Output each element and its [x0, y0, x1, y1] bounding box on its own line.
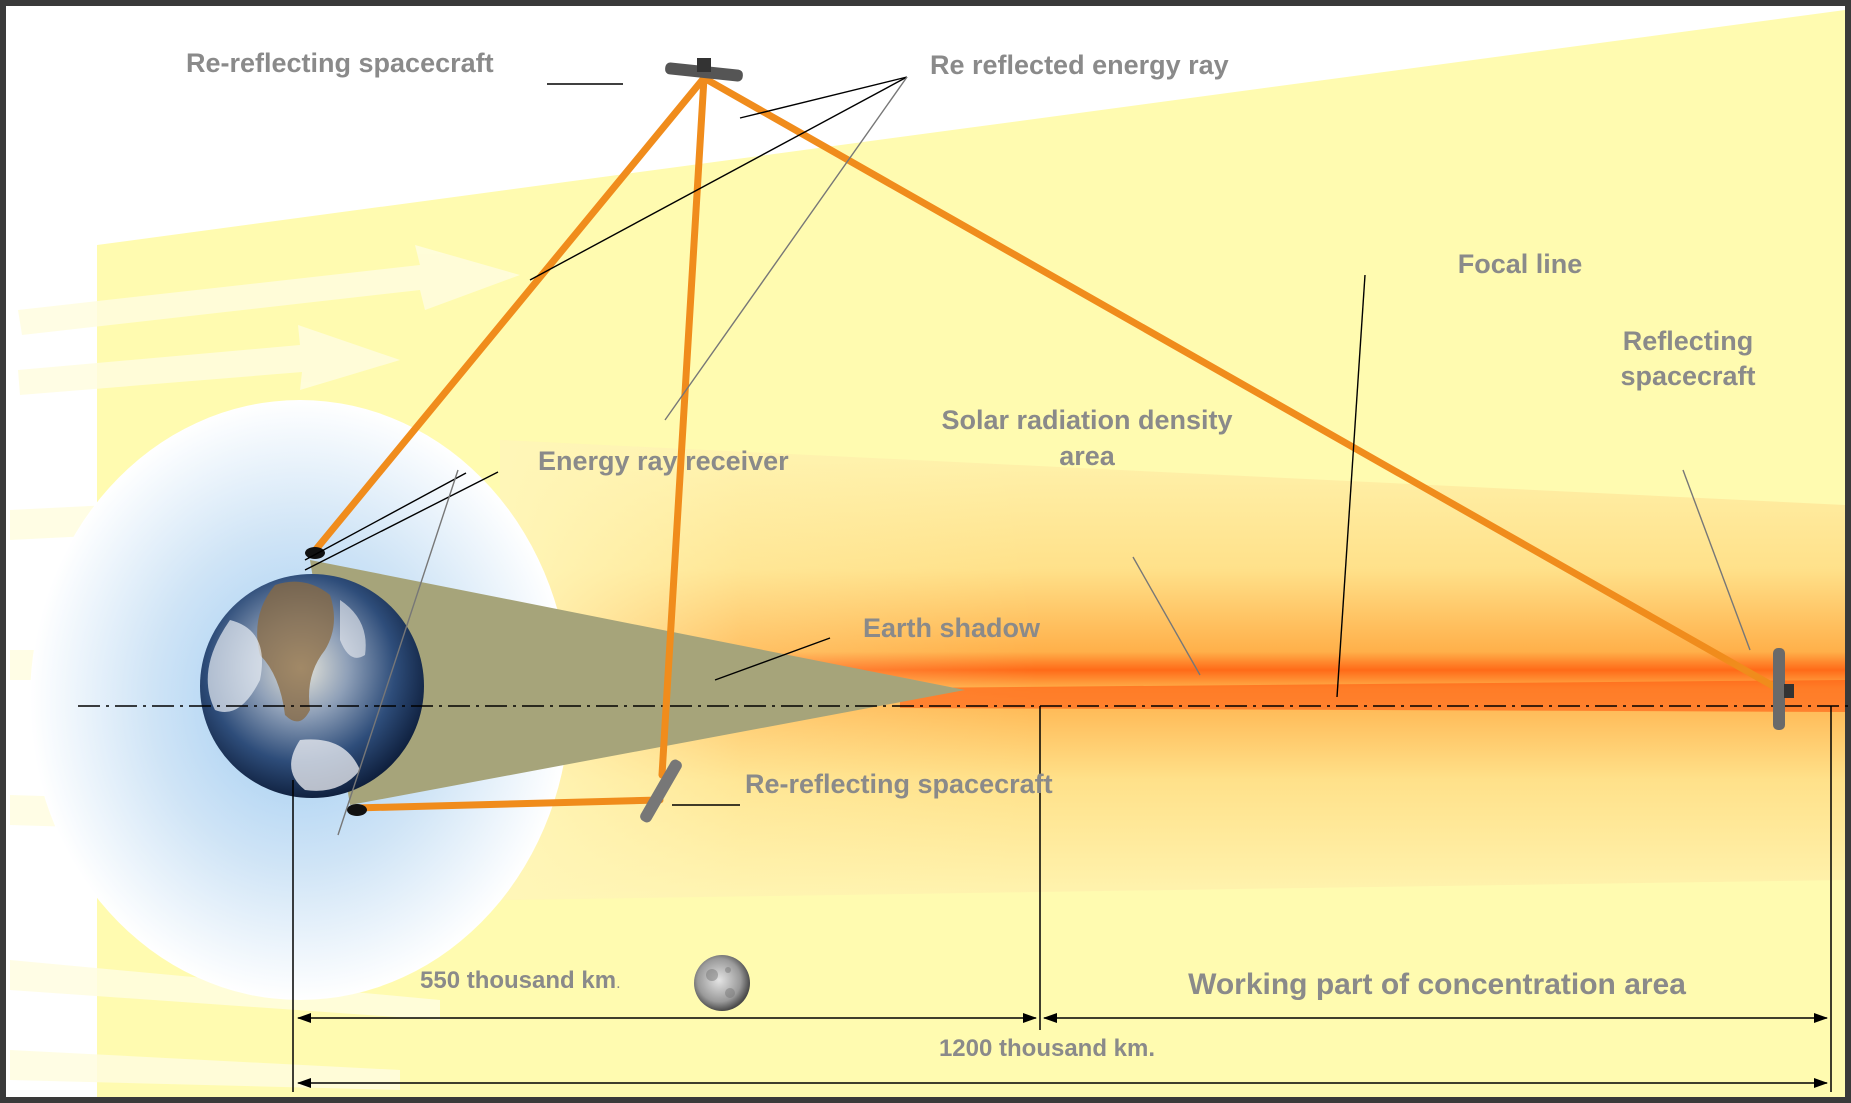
label-solar-radiation-area: area	[1059, 441, 1116, 471]
label-focal-line: Focal line	[1458, 249, 1583, 279]
earth-shadow-cone	[310, 560, 965, 805]
label-rereflecting-spacecraft-bottom: Re-reflecting spacecraft	[745, 769, 1053, 799]
label-distance-550: 550 thousand km.	[420, 967, 621, 994]
label-energy-ray-receiver: Energy ray receiver	[538, 446, 789, 476]
focal-core	[900, 680, 1845, 712]
re-reflected-energy-ray-lower	[351, 796, 664, 812]
label-rereflected-energy-ray: Re reflected energy ray	[930, 50, 1229, 80]
label-solar-radiation-density: Solar radiation density	[941, 405, 1232, 435]
moon-icon	[694, 955, 750, 1011]
leader-lines	[304, 76, 1366, 806]
energy-ray-receiver-bottom	[347, 804, 367, 816]
label-reflecting: Reflecting	[1623, 326, 1754, 356]
energy-ray-receiver-top	[305, 547, 325, 559]
label-spacecraft: spacecraft	[1620, 361, 1755, 391]
earth-icon	[200, 574, 424, 798]
reflecting-spacecraft	[1773, 648, 1794, 730]
dimension-lines	[292, 706, 1832, 1092]
re-reflecting-spacecraft-bottom	[640, 759, 682, 823]
label-earth-shadow: Earth shadow	[863, 613, 1041, 643]
label-working-part: Working part of concentration area	[1188, 968, 1686, 1001]
label-rereflecting-spacecraft-top: Re-reflecting spacecraft	[186, 48, 494, 78]
re-reflecting-spacecraft-top	[665, 58, 743, 82]
label-distance-1200: 1200 thousand km.	[939, 1035, 1155, 1062]
re-reflected-energy-ray-middle	[658, 74, 708, 779]
